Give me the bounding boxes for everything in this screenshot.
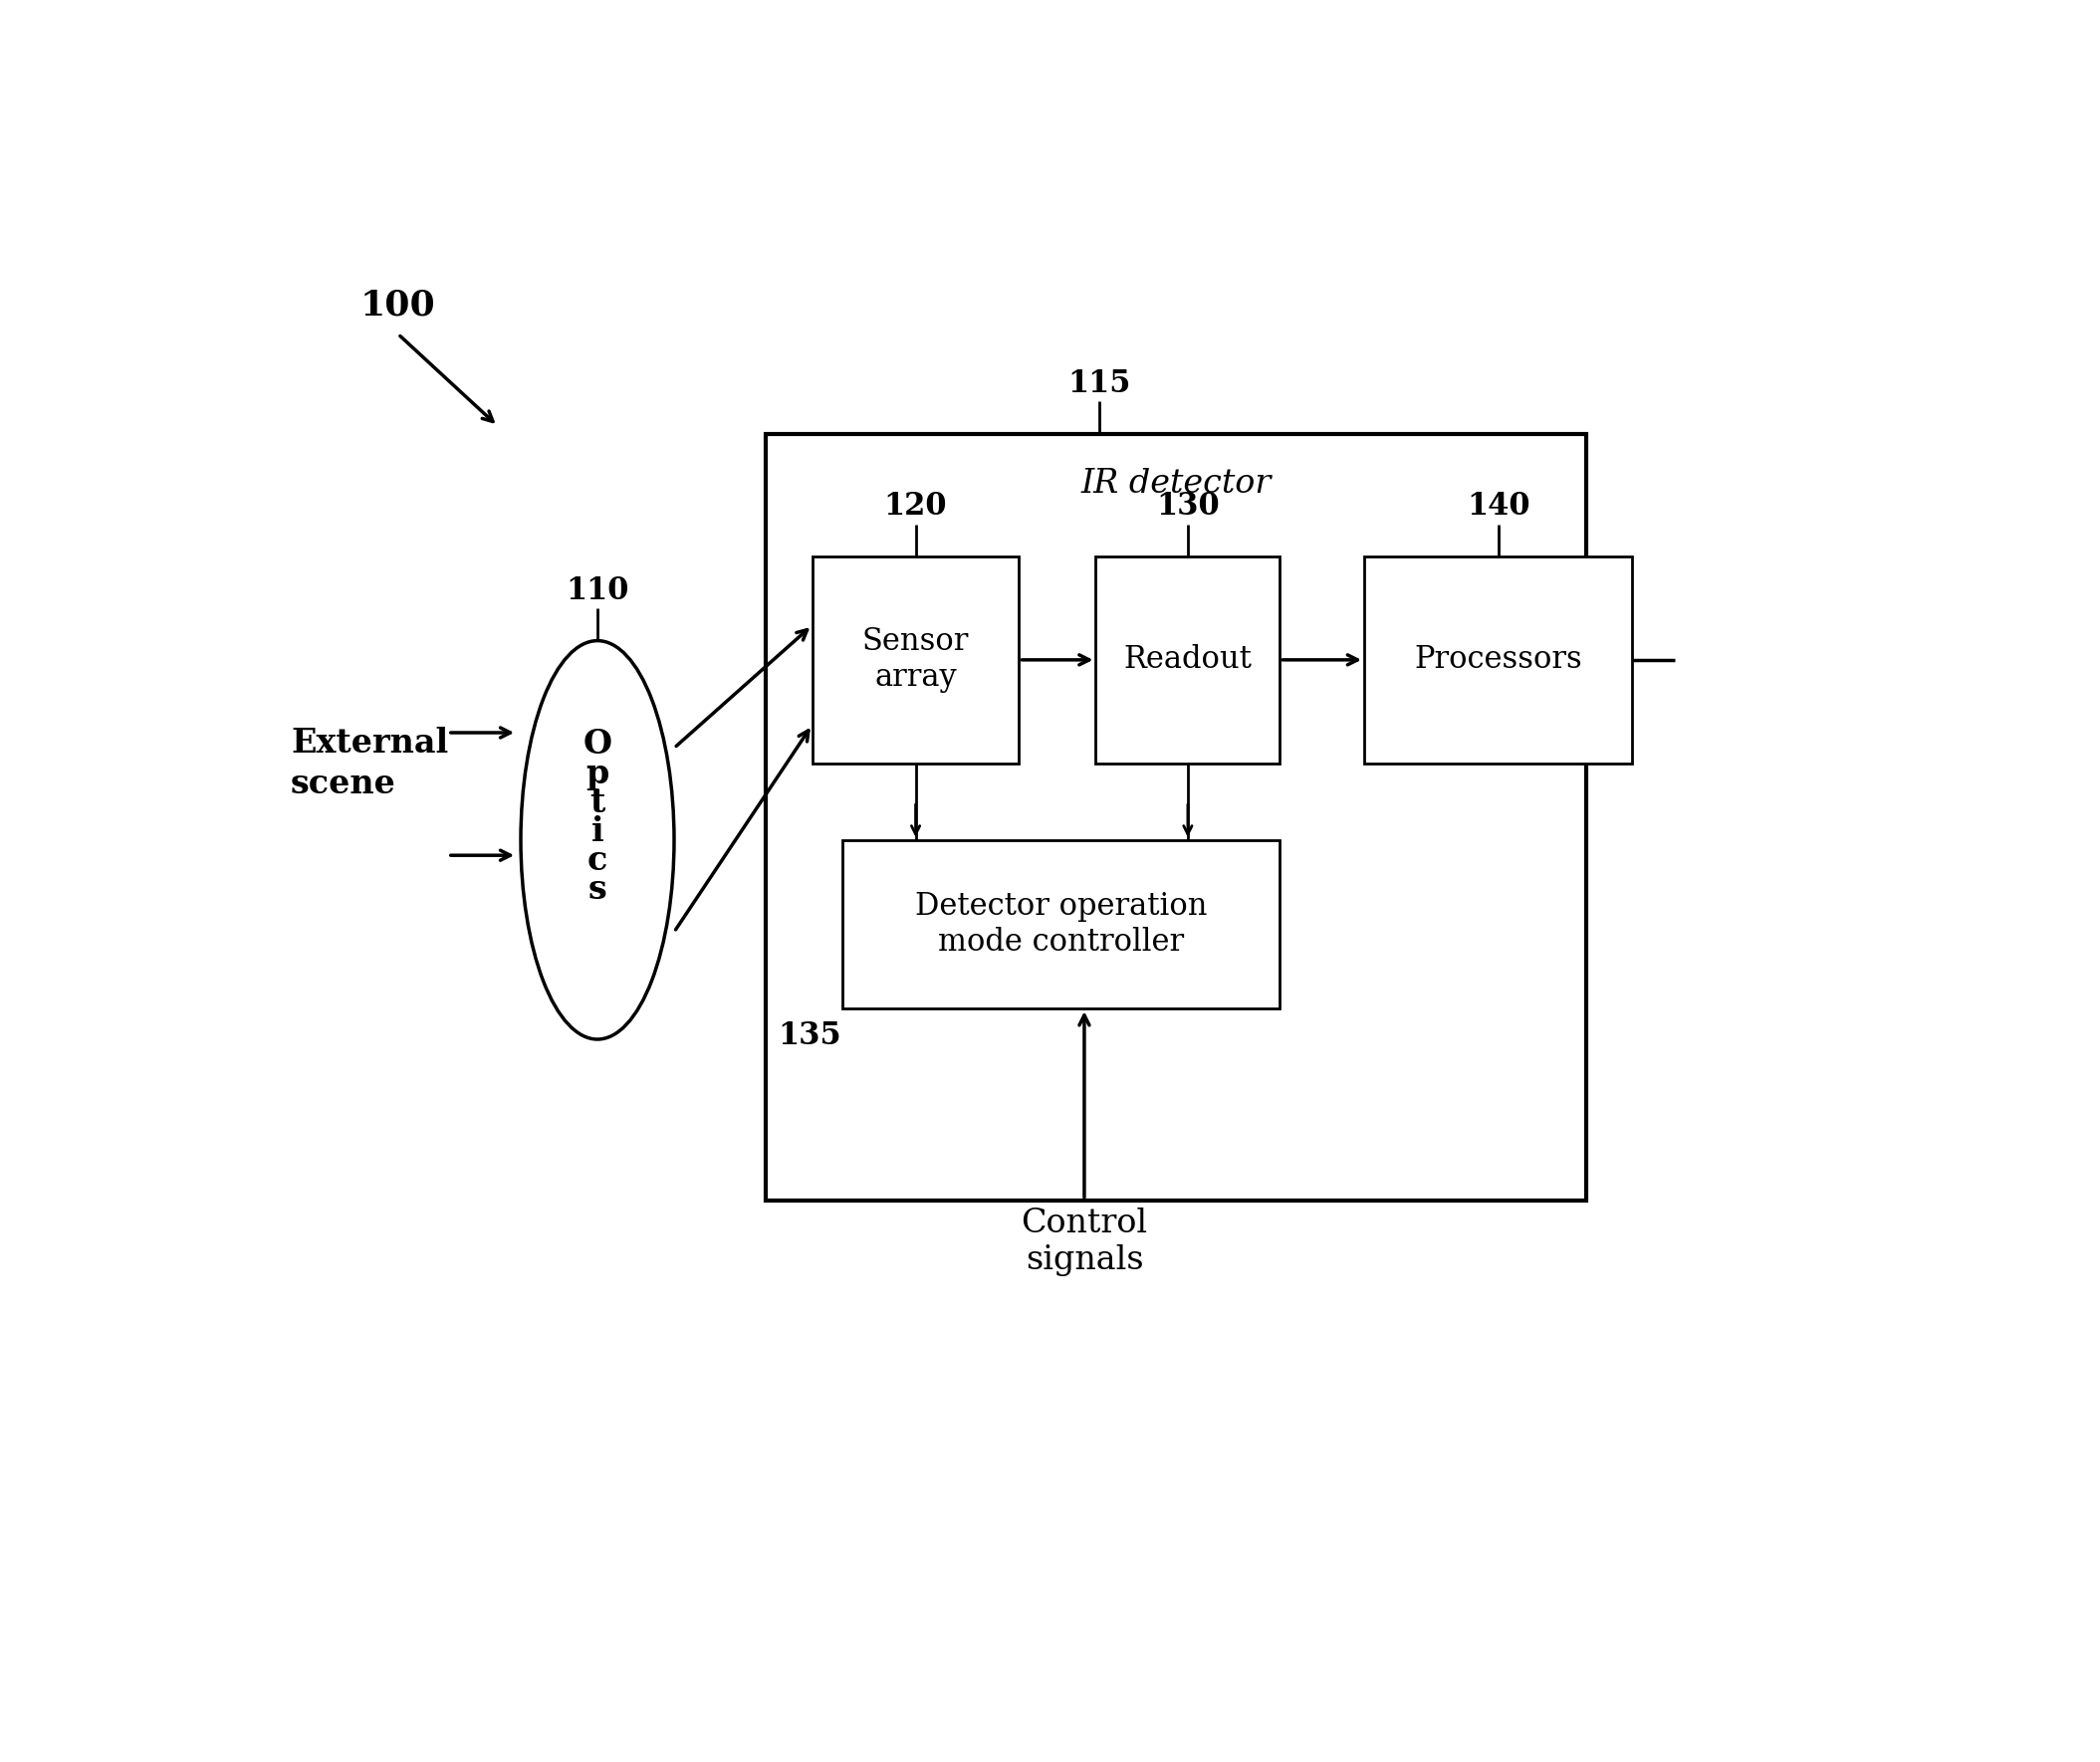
Text: 110: 110 bbox=[565, 576, 630, 606]
Bar bbox=[766, 433, 1586, 1200]
Text: 135: 135 bbox=[777, 1020, 840, 1050]
Text: Control
signals: Control signals bbox=[1021, 1209, 1147, 1277]
Text: Readout: Readout bbox=[1124, 645, 1252, 675]
Text: External
scene: External scene bbox=[290, 726, 447, 800]
Text: Sensor
array: Sensor array bbox=[863, 627, 968, 692]
Text: 115: 115 bbox=[1069, 368, 1132, 400]
Text: IR detector: IR detector bbox=[1082, 469, 1273, 500]
Text: Detector operation
mode controller: Detector operation mode controller bbox=[916, 892, 1208, 957]
Bar bbox=[1096, 557, 1279, 763]
Text: 100: 100 bbox=[359, 289, 435, 322]
Bar bbox=[1365, 557, 1632, 763]
Text: 140: 140 bbox=[1466, 492, 1531, 522]
Text: O
p
t
i
c
s: O p t i c s bbox=[584, 728, 611, 906]
Bar bbox=[842, 840, 1279, 1008]
Bar bbox=[813, 557, 1018, 763]
Text: 130: 130 bbox=[1157, 492, 1220, 522]
Text: 120: 120 bbox=[884, 492, 947, 522]
Ellipse shape bbox=[521, 641, 674, 1040]
Text: Processors: Processors bbox=[1413, 645, 1581, 675]
